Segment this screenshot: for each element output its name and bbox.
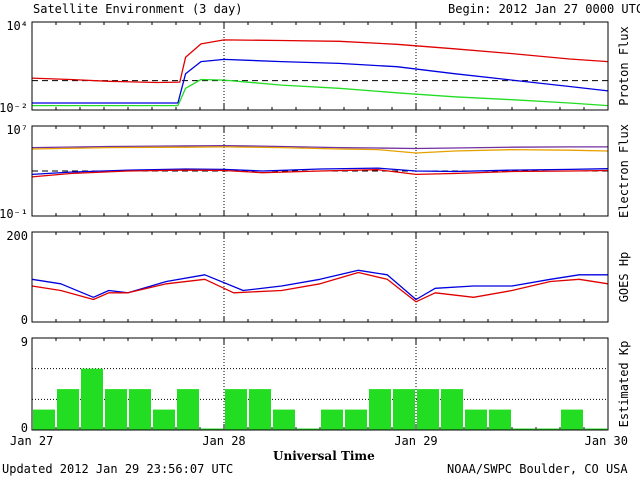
y-tick-label-top: 9 <box>21 335 28 349</box>
kp-bar <box>201 428 223 430</box>
y-axis-label: Electron Flux <box>617 124 631 218</box>
credit-label: NOAA/SWPC Boulder, CO USA <box>447 462 628 476</box>
kp-bar <box>417 389 439 430</box>
y-tick-label-bottom: 0 <box>21 313 28 327</box>
kp-bar <box>345 409 367 430</box>
kp-bar <box>225 389 247 430</box>
x-tick-label: Jan 28 <box>202 434 245 448</box>
series-line-red <box>31 39 609 84</box>
updated-label: Updated 2012 Jan 29 23:56:07 UTC <box>2 462 234 476</box>
series-line-orange <box>31 146 609 154</box>
kp-bar <box>57 389 79 430</box>
kp-bar <box>561 409 583 430</box>
y-tick-label-bottom: 10⁻¹ <box>0 207 28 221</box>
kp-bar <box>489 409 511 430</box>
kp-bar <box>513 428 535 430</box>
y-axis-label: GOES Hp <box>617 252 631 303</box>
kp-bar <box>441 389 463 430</box>
kp-bar <box>129 389 151 430</box>
series-line-green <box>32 78 609 107</box>
y-tick-label-top: 10⁷ <box>6 123 28 137</box>
begin-time-label: Begin: 2012 Jan 27 0000 UTC <box>448 2 640 16</box>
x-tick-label: Jan 30 <box>585 434 628 448</box>
kp-bar <box>81 368 103 430</box>
series-line-blue <box>31 269 608 301</box>
kp-bar <box>177 389 199 430</box>
y-tick-label-bottom: 0 <box>21 421 28 435</box>
kp-bar <box>153 409 175 430</box>
panel-frame <box>31 21 609 111</box>
kp-bar <box>537 428 559 430</box>
kp-bar <box>273 409 295 430</box>
x-tick-label: Jan 27 <box>10 434 53 448</box>
series-line-purple <box>31 144 608 150</box>
kp-bar <box>585 428 607 430</box>
series-line-red <box>31 169 609 178</box>
y-axis-label: Proton Flux <box>617 26 631 105</box>
kp-bar <box>249 389 271 430</box>
panel-frame <box>31 231 609 323</box>
chart-title: Satellite Environment (3 day) <box>33 2 243 16</box>
kp-bar <box>297 428 319 430</box>
series-line-red <box>31 271 609 303</box>
y-axis-label: Estimated Kp <box>617 341 631 428</box>
y-tick-label-top: 10⁴ <box>6 19 28 33</box>
kp-bar <box>369 389 391 430</box>
kp-bar <box>465 409 487 430</box>
kp-bar <box>33 409 55 430</box>
kp-bar <box>105 389 127 430</box>
series-line-blue <box>32 58 609 104</box>
y-tick-label-bottom: 10⁻² <box>0 101 28 115</box>
kp-bar <box>393 389 415 430</box>
y-tick-label-top: 200 <box>6 229 28 243</box>
x-axis-title: Universal Time <box>273 449 375 463</box>
x-tick-label: Jan 29 <box>394 434 437 448</box>
series-line-blue <box>31 167 609 176</box>
kp-bar <box>321 409 343 430</box>
